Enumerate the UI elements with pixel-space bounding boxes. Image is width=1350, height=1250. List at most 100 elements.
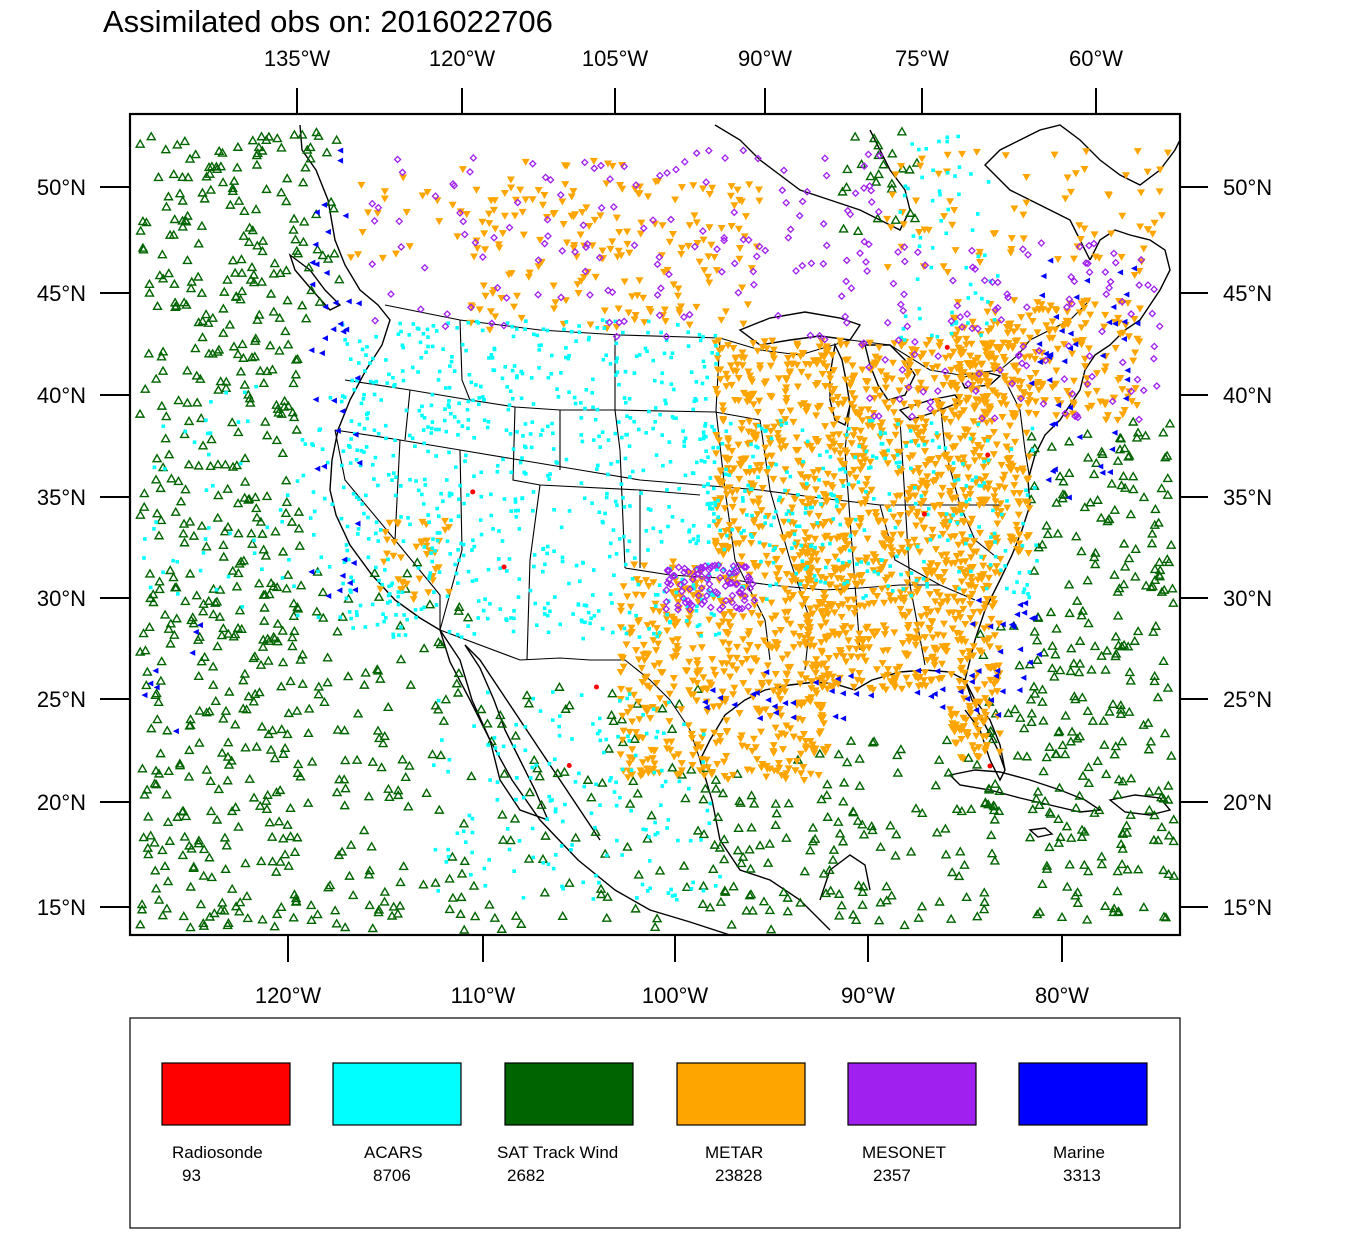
acars-marker	[391, 453, 396, 458]
sat-track-wind-marker	[194, 631, 205, 641]
acars-marker	[866, 561, 870, 566]
acars-marker	[705, 808, 710, 813]
acars-marker	[418, 340, 423, 345]
sat-track-wind-marker	[322, 253, 334, 263]
acars-marker	[584, 387, 589, 392]
sat-track-wind-marker	[405, 679, 416, 689]
acars-marker	[904, 444, 908, 448]
metar-marker	[947, 382, 956, 390]
metar-marker	[951, 616, 960, 624]
metar-marker	[692, 746, 701, 754]
metar-marker	[731, 540, 740, 548]
sat-track-wind-marker	[1108, 903, 1120, 913]
metar-marker	[857, 406, 866, 414]
acars-marker	[982, 459, 986, 464]
acars-marker	[855, 562, 859, 566]
sat-track-wind-marker	[191, 397, 203, 407]
acars-marker	[669, 355, 673, 360]
metar-marker	[875, 355, 884, 363]
metar-marker	[867, 486, 876, 494]
state-lines-5	[614, 335, 626, 569]
metar-marker	[749, 559, 758, 567]
sat-track-wind-marker	[1018, 723, 1030, 733]
sat-track-wind-marker	[277, 625, 288, 635]
metar-marker	[781, 466, 790, 474]
metar-marker	[722, 753, 731, 761]
metar-marker	[740, 354, 749, 362]
sat-track-wind-marker	[150, 865, 161, 875]
acars-marker	[303, 442, 308, 446]
metar-marker	[899, 340, 908, 348]
mesonet-marker	[606, 175, 615, 183]
sat-track-wind-marker	[181, 299, 192, 309]
sat-track-wind-marker	[833, 888, 845, 898]
metar-marker	[957, 735, 966, 743]
metar-marker	[719, 639, 728, 647]
sat-track-wind-marker	[180, 595, 191, 606]
metar-marker	[770, 423, 779, 431]
metar-marker	[928, 634, 937, 642]
metar-marker	[796, 750, 805, 758]
metar-marker	[800, 400, 809, 408]
acars-marker	[436, 888, 441, 893]
sat-track-wind-marker	[230, 901, 242, 911]
sat-track-wind-marker	[145, 830, 156, 840]
acars-marker	[906, 186, 910, 191]
mesonet-marker	[806, 331, 815, 340]
metar-marker	[760, 672, 769, 680]
acars-marker	[686, 344, 691, 348]
sat-track-wind-marker	[398, 861, 409, 871]
sat-track-wind-marker	[987, 734, 999, 744]
sat-track-wind-marker	[940, 823, 951, 833]
metar-marker	[894, 519, 903, 527]
sat-track-wind-marker	[933, 754, 945, 764]
sat-track-wind-marker	[171, 613, 182, 623]
metar-marker	[889, 409, 898, 417]
sat-track-wind-marker	[271, 435, 283, 445]
acars-marker	[651, 526, 656, 531]
sat-track-wind-marker	[459, 924, 470, 934]
metar-marker	[753, 347, 762, 355]
metar-marker	[709, 666, 718, 674]
acars-marker	[1030, 448, 1035, 453]
metar-marker	[869, 600, 878, 608]
metar-marker	[956, 754, 965, 762]
metar-marker	[903, 538, 912, 546]
acars-marker	[344, 543, 349, 547]
metar-marker	[808, 745, 817, 753]
metar-marker	[415, 575, 424, 583]
metar-marker	[993, 677, 1002, 685]
sat-track-wind-marker	[1074, 658, 1086, 668]
sat-track-wind-marker	[169, 278, 180, 288]
acars-marker	[580, 439, 585, 444]
metar-marker	[911, 438, 920, 446]
metar-marker	[971, 698, 980, 706]
metar-marker	[729, 465, 738, 473]
metar-marker	[717, 467, 726, 475]
metar-marker	[737, 198, 746, 206]
acars-marker	[456, 581, 460, 585]
acars-marker	[393, 493, 398, 498]
acars-marker	[964, 484, 969, 488]
metar-marker	[771, 724, 780, 732]
metar-marker	[938, 484, 947, 492]
metar-marker	[1136, 223, 1145, 231]
sat-track-wind-marker	[1041, 860, 1053, 870]
sat-track-wind-marker	[848, 909, 859, 919]
metar-marker	[980, 436, 989, 444]
acars-marker	[476, 321, 481, 325]
acars-marker	[898, 210, 903, 214]
metar-marker	[769, 475, 778, 483]
metar-marker	[832, 652, 841, 660]
acars-marker	[341, 581, 345, 586]
metar-marker	[623, 240, 632, 248]
sat-track-wind-marker	[781, 832, 792, 842]
acars-marker	[161, 424, 166, 429]
sat-track-wind-marker	[287, 641, 298, 651]
metar-marker	[959, 486, 968, 494]
acars-marker	[633, 753, 638, 758]
metar-marker	[856, 459, 865, 467]
metar-marker	[1017, 314, 1026, 322]
acars-marker	[371, 380, 376, 385]
metar-marker	[718, 688, 727, 696]
